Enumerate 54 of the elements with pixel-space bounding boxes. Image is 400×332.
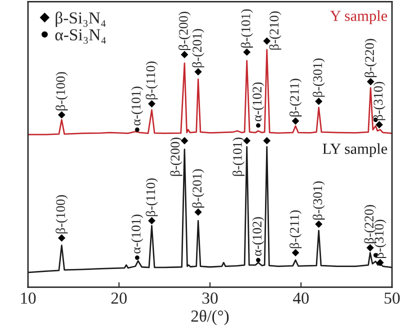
- text: LY sample: [322, 143, 388, 158]
- point: [256, 123, 260, 128]
- point: [135, 127, 140, 132]
- text: Y sample: [330, 10, 388, 24]
- point: [135, 255, 140, 260]
- annotation: β-(100): [56, 72, 68, 110]
- annotation: β-(220): [364, 205, 376, 244]
- annotation: β-(310): [374, 220, 386, 258]
- annotation: β-(211): [289, 210, 302, 248]
- point: [292, 117, 300, 125]
- point: [180, 50, 188, 58]
- point: [58, 111, 66, 119]
- annotation: β-(100): [56, 195, 68, 234]
- legend-label: β-Si₃N₄: [56, 12, 106, 27]
- annotation: α-(101): [131, 214, 144, 254]
- annotation: β-(220): [364, 38, 377, 78]
- annotation: β-(101): [240, 9, 253, 48]
- annotation: β-(200): [170, 138, 182, 176]
- annotation: α-(101): [131, 86, 144, 126]
- point: [148, 217, 156, 224]
- annotation: β-(301): [312, 181, 325, 220]
- annotation: β-(310): [373, 82, 386, 120]
- point: [376, 258, 384, 266]
- annotation: α-(102): [252, 217, 264, 256]
- x-tick-label: 30: [202, 292, 218, 304]
- point: [366, 244, 374, 252]
- annotation: α-(102): [252, 82, 264, 122]
- x-tick-label: 20: [111, 292, 127, 304]
- annotation: β-(211): [289, 78, 302, 116]
- point: [315, 98, 322, 106]
- annotation: β-(101): [232, 138, 245, 176]
- annotation: β-(201): [192, 29, 204, 68]
- annotation: β-(200): [178, 12, 191, 50]
- legend-label: α-Si₃N₄: [55, 29, 106, 44]
- point: [376, 121, 383, 128]
- point: [292, 249, 300, 256]
- point: [243, 48, 251, 56]
- point: [366, 78, 374, 86]
- annotation: β-(110): [146, 62, 158, 100]
- annotation: β-(110): [146, 178, 158, 216]
- annotation: β-(301): [312, 58, 325, 97]
- annotation: β-(201): [192, 169, 204, 208]
- point: [315, 220, 322, 228]
- point: [256, 258, 260, 262]
- x-tick-label: 40: [292, 292, 309, 304]
- annotation: β-(210): [269, 11, 282, 50]
- point: [58, 234, 66, 242]
- x-tick-label: 50: [384, 292, 400, 304]
- point: [148, 100, 156, 108]
- x-tick-label: 10: [21, 292, 36, 304]
- point: [263, 137, 271, 144]
- x-axis-title: 2θ/(°): [191, 310, 229, 326]
- point: [194, 68, 202, 76]
- point: [194, 208, 202, 216]
